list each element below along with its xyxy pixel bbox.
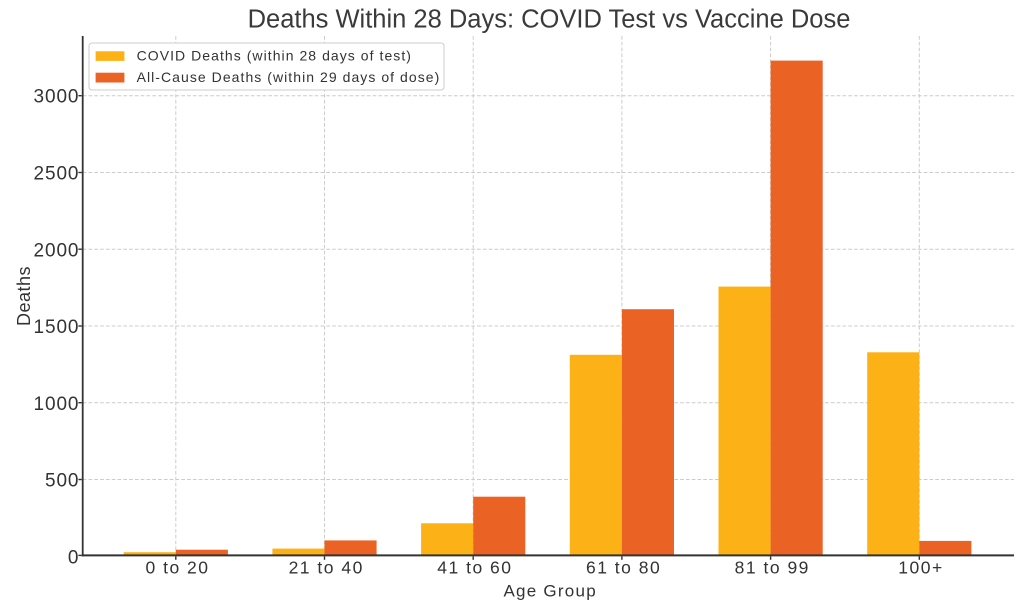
- svg-text:2500: 2500: [34, 164, 80, 185]
- svg-text:Age Group: Age Group: [503, 581, 596, 600]
- svg-text:61 to 80: 61 to 80: [586, 558, 661, 578]
- svg-text:Deaths Within 28 Days: COVID T: Deaths Within 28 Days: COVID Test vs Vac…: [248, 5, 851, 33]
- svg-text:0 to 20: 0 to 20: [145, 558, 209, 578]
- svg-text:0: 0: [68, 547, 79, 568]
- svg-text:2000: 2000: [34, 240, 80, 261]
- svg-text:1500: 1500: [34, 317, 80, 338]
- svg-text:21 to 40: 21 to 40: [289, 558, 364, 578]
- svg-text:81 to 99: 81 to 99: [735, 558, 810, 578]
- svg-text:COVID Deaths (within 28 days o: COVID Deaths (within 28 days of test): [137, 48, 412, 64]
- svg-text:3000: 3000: [34, 87, 80, 108]
- svg-text:500: 500: [45, 471, 79, 492]
- svg-text:All-Cause Deaths (within 29 da: All-Cause Deaths (within 29 days of dose…: [137, 69, 441, 85]
- svg-text:1000: 1000: [34, 394, 80, 415]
- svg-text:Deaths: Deaths: [14, 266, 34, 326]
- svg-text:41 to 60: 41 to 60: [437, 558, 512, 578]
- svg-text:100+: 100+: [898, 558, 943, 578]
